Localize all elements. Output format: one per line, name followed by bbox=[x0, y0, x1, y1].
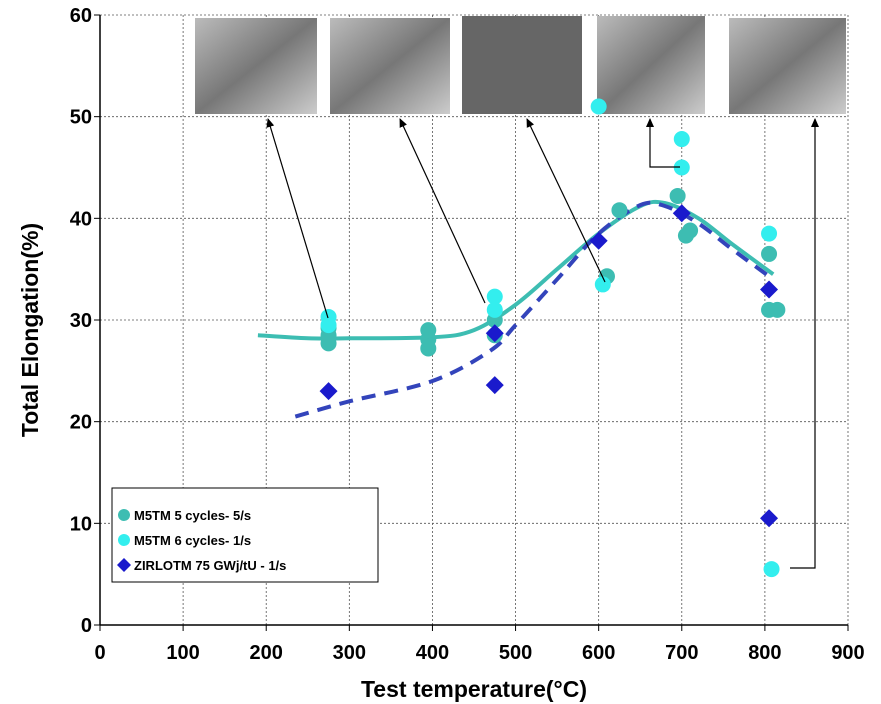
photo bbox=[462, 16, 582, 114]
x-tick-label: 200 bbox=[250, 642, 283, 664]
x-tick-label: 700 bbox=[665, 642, 698, 664]
y-axis-title: Total Elongation(%) bbox=[17, 223, 43, 437]
arrow bbox=[790, 119, 815, 568]
photos bbox=[195, 16, 846, 114]
chart: 0 100 200 300 400 500 600 700 800 900 0 10 20 30 40 50 6… bbox=[0, 0, 881, 704]
x-tick-label: 300 bbox=[333, 642, 366, 664]
x-tick-label: 0 bbox=[94, 642, 105, 664]
diamond-marker bbox=[760, 281, 778, 299]
circle-marker bbox=[674, 131, 690, 147]
diamond-marker bbox=[760, 509, 778, 527]
x-tick-label: 600 bbox=[582, 642, 615, 664]
circle-marker bbox=[591, 99, 607, 115]
circle-marker bbox=[761, 226, 777, 242]
arrow bbox=[400, 119, 485, 303]
legend-label: M5TM 6 cycles- 1/s bbox=[134, 533, 251, 548]
x-tick-label: 900 bbox=[831, 642, 864, 664]
photo bbox=[330, 18, 450, 114]
diamond-marker bbox=[486, 376, 504, 394]
arrow bbox=[527, 119, 605, 282]
x-tick-label: 800 bbox=[748, 642, 781, 664]
circle-marker bbox=[487, 302, 503, 318]
circle-marker bbox=[118, 509, 130, 521]
y-tick-label: 20 bbox=[70, 412, 92, 434]
circle-marker bbox=[764, 561, 780, 577]
diamond-marker bbox=[590, 232, 608, 250]
diamond-marker bbox=[320, 382, 338, 400]
circle-marker bbox=[670, 188, 686, 204]
circle-marker bbox=[761, 246, 777, 262]
y-tick-label: 60 bbox=[70, 5, 92, 27]
x-axis-title: Test temperature(°C) bbox=[361, 676, 587, 702]
circle-marker bbox=[321, 317, 337, 333]
circle-marker bbox=[118, 534, 130, 546]
circle-marker bbox=[420, 322, 436, 338]
x-tick-label: 400 bbox=[416, 642, 449, 664]
y-tick-label: 40 bbox=[70, 208, 92, 230]
circle-marker bbox=[769, 302, 785, 318]
legend-label: ZIRLOTM 75 GWj/tU - 1/s bbox=[134, 558, 286, 573]
circle-marker bbox=[611, 202, 627, 218]
y-tick-label: 0 bbox=[81, 615, 92, 637]
circle-marker bbox=[682, 223, 698, 239]
x-tick-label: 100 bbox=[166, 642, 199, 664]
photo bbox=[597, 16, 705, 114]
y-tick-label: 50 bbox=[70, 107, 92, 129]
photo bbox=[729, 18, 846, 114]
x-tick-label: 500 bbox=[499, 642, 532, 664]
y-tick-label: 30 bbox=[70, 310, 92, 332]
trend-line bbox=[295, 203, 773, 417]
y-tick-label: 10 bbox=[70, 513, 92, 535]
photo bbox=[195, 18, 317, 114]
legend-label: M5TM 5 cycles- 5/s bbox=[134, 508, 251, 523]
